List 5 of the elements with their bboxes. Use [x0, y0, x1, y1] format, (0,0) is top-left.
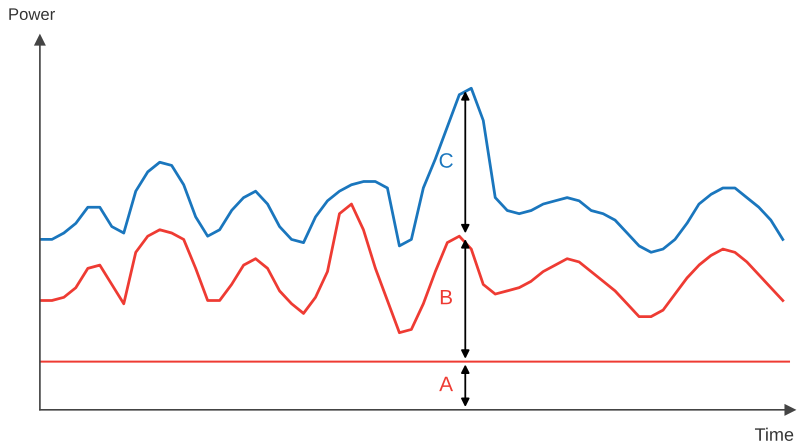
annotation: C — [440, 153, 453, 168]
y-axis-title: Power — [9, 8, 55, 20]
annotation: A — [439, 376, 454, 392]
x-axis-title: Time — [754, 428, 794, 441]
annotation: B — [440, 290, 452, 304]
